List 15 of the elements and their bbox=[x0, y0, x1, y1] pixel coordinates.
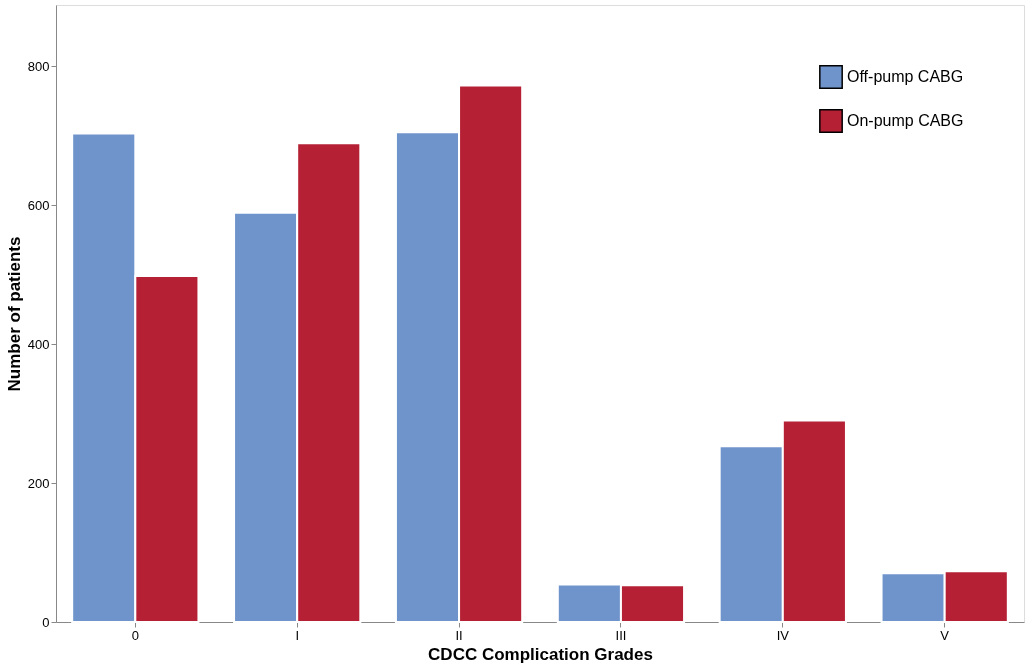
y-tick-label: 600 bbox=[27, 197, 50, 213]
legend-label: Off-pump CABG bbox=[847, 68, 964, 85]
x-tick-label: III bbox=[615, 627, 627, 643]
x-tick-label: 0 bbox=[131, 627, 139, 643]
x-tick-label: IV bbox=[776, 627, 790, 643]
y-tick-label: 0 bbox=[42, 614, 50, 630]
x-axis-title: CDCC Complication Grades bbox=[428, 644, 653, 664]
y-axis-title: Number of patients bbox=[4, 236, 24, 392]
y-tick-label: 200 bbox=[27, 475, 50, 491]
x-tick-label: V bbox=[940, 627, 950, 643]
legend-label: On-pump CABG bbox=[847, 112, 964, 129]
x-tick-label: II bbox=[455, 627, 463, 643]
y-tick-label: 400 bbox=[27, 336, 50, 352]
y-tick-label: 800 bbox=[27, 58, 50, 74]
x-tick-label: I bbox=[295, 627, 299, 643]
